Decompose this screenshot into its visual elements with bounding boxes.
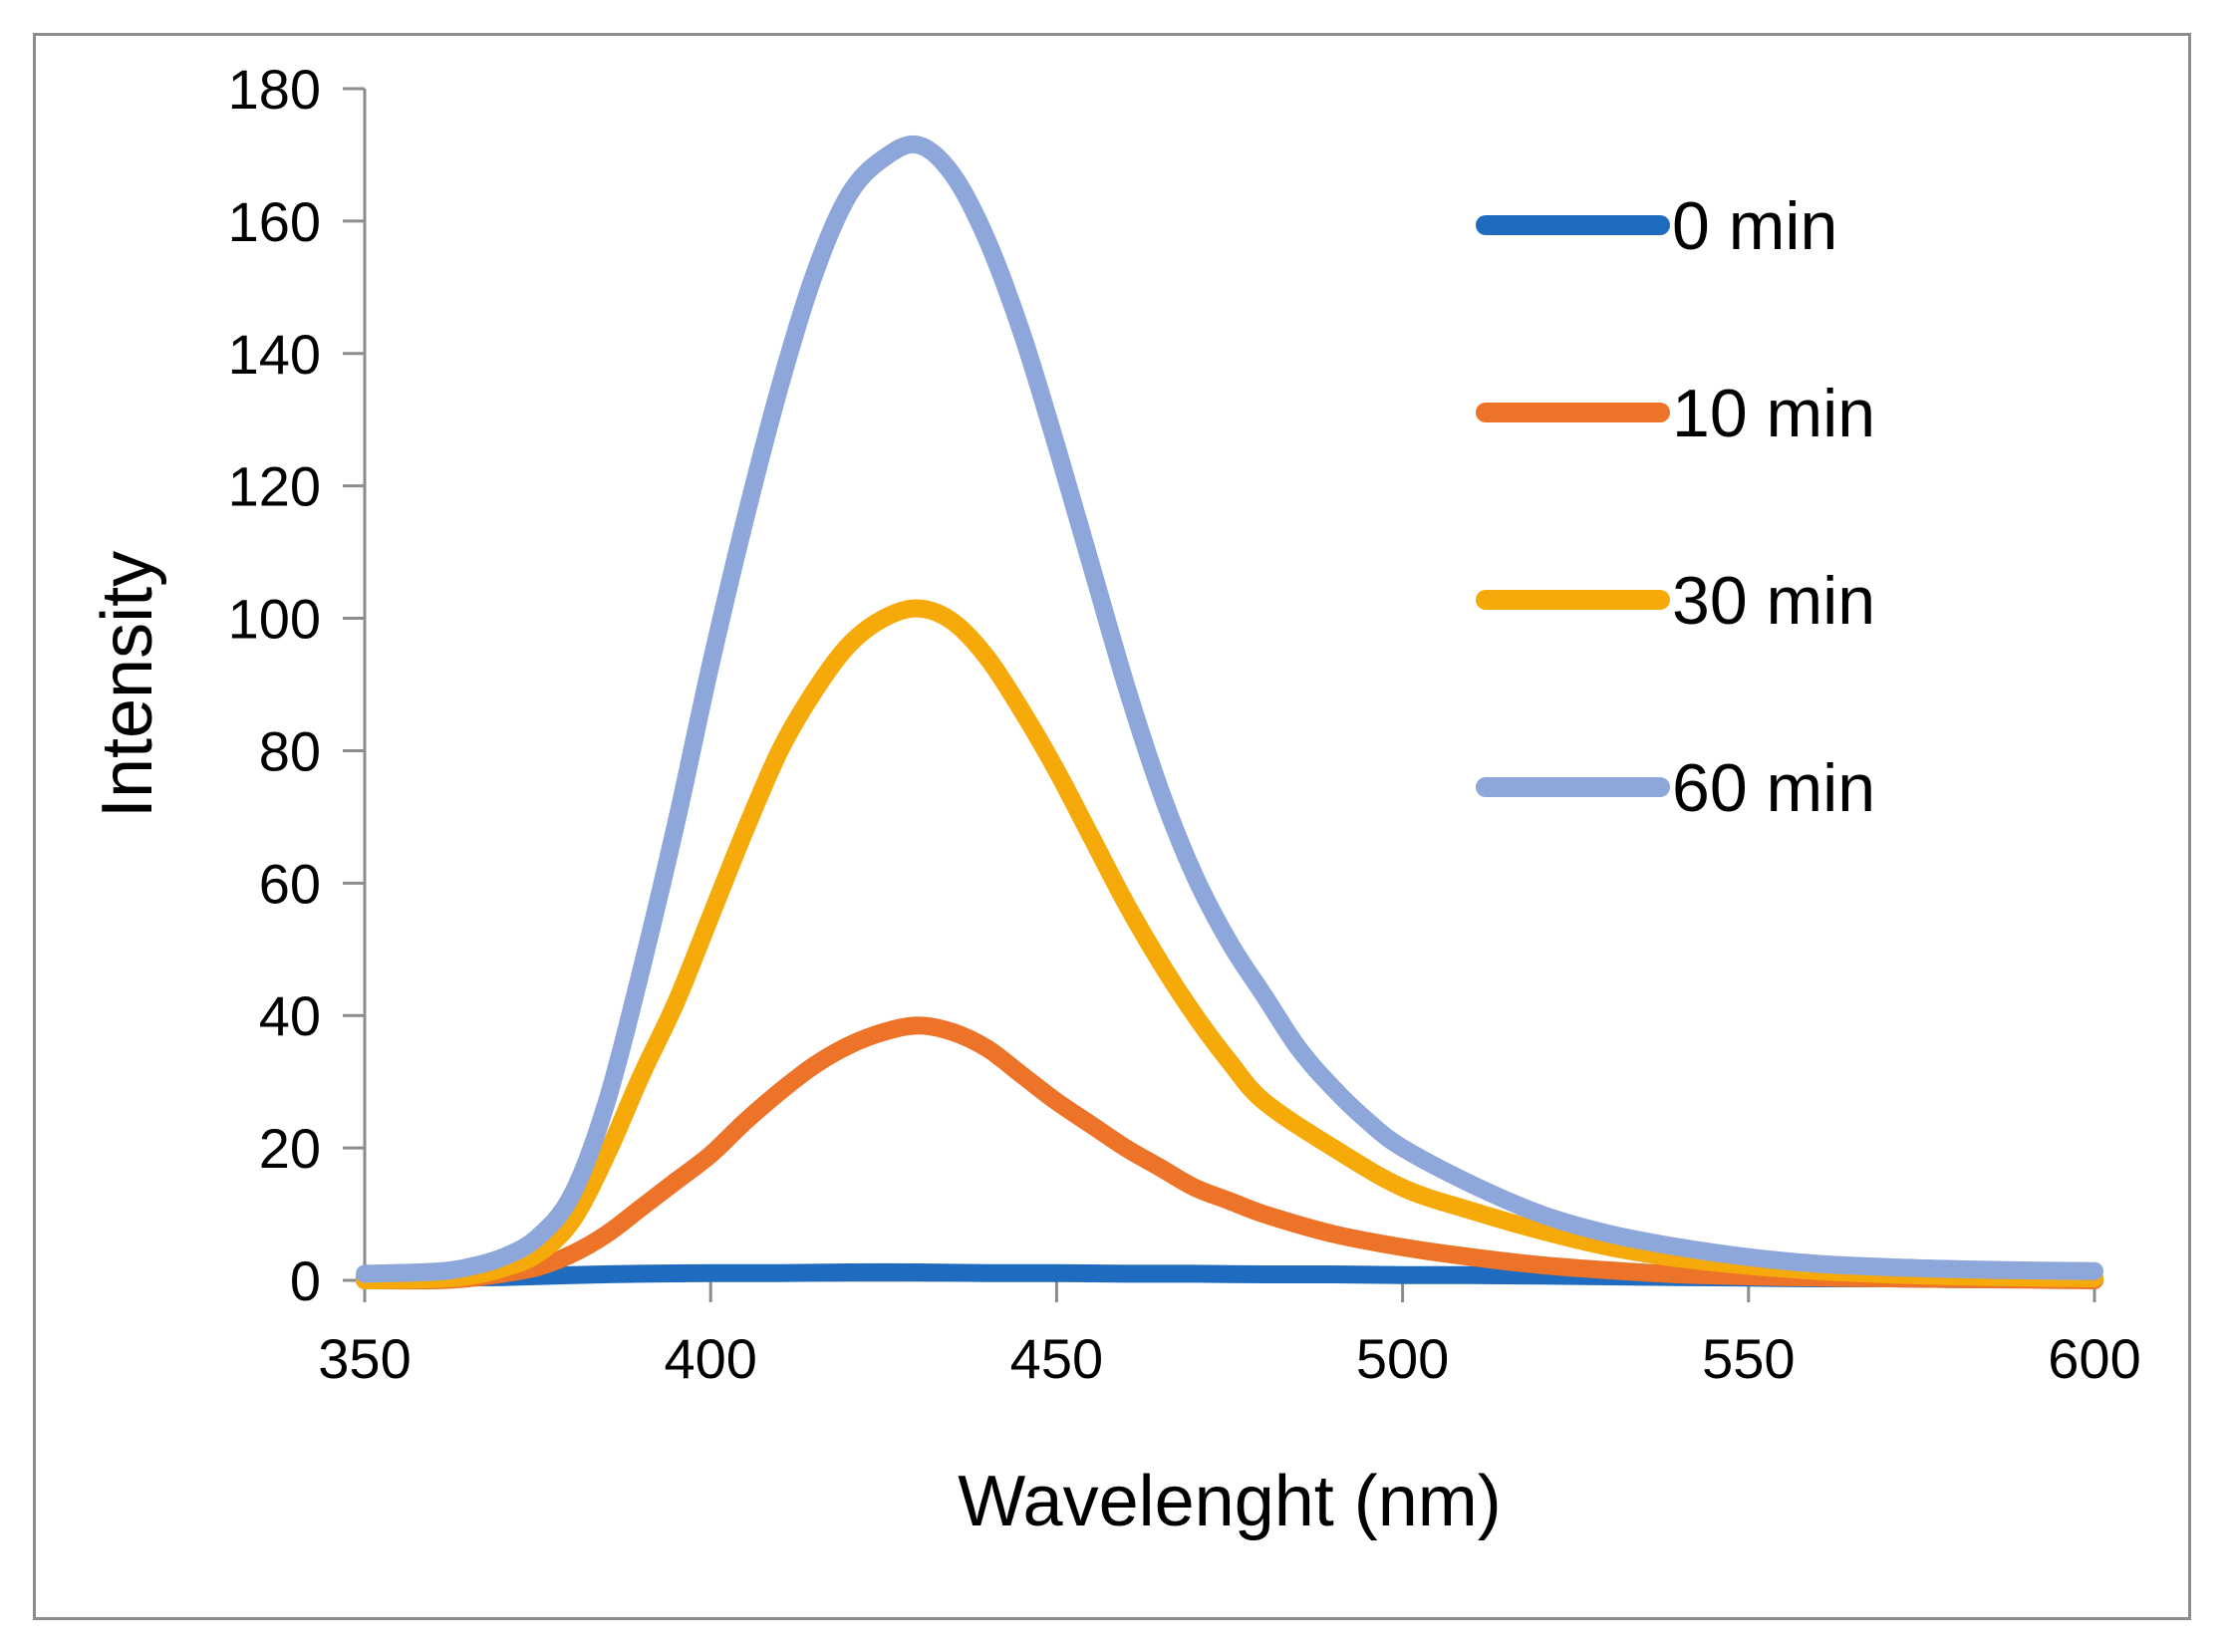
legend: 0 min 10 min 30 min 60 min [1476, 188, 1875, 826]
x-tick-label: 550 [1702, 1327, 1795, 1390]
y-tick-label: 0 [290, 1249, 321, 1312]
series-line-60-min [356, 135, 2103, 1283]
y-tick-label: 120 [228, 455, 321, 518]
y-tick-label: 60 [259, 852, 321, 915]
y-axis-ticks: 0 20 40 60 80 100 120 140 160 180 [228, 58, 365, 1312]
y-tick-label: 140 [228, 323, 321, 386]
y-tick-label: 20 [259, 1117, 321, 1180]
y-tick-label: 40 [259, 984, 321, 1047]
y-tick-label: 80 [259, 719, 321, 782]
y-tick-label: 100 [228, 588, 321, 651]
legend-label: 30 min [1672, 563, 1875, 639]
x-tick-label: 450 [1010, 1327, 1103, 1390]
y-tick-label: 160 [228, 190, 321, 253]
legend-label: 0 min [1672, 188, 1837, 264]
plot-area: 0 20 40 60 80 100 120 140 160 180 350 400 450 500 550… [228, 58, 2141, 1390]
y-axis-title: Intensity [88, 551, 167, 818]
series-lines [356, 135, 2103, 1290]
legend-label: 60 min [1672, 750, 1875, 826]
x-tick-label: 400 [664, 1327, 756, 1390]
x-tick-label: 600 [2048, 1327, 2140, 1390]
x-axis-ticks: 350 400 450 500 550 600 [318, 1280, 2141, 1390]
x-tick-label: 350 [318, 1327, 411, 1390]
line-chart: 0 20 40 60 80 100 120 140 160 180 350 400 450 500 550… [88, 58, 2141, 1541]
legend-label: 10 min [1672, 376, 1875, 451]
x-axis-title: Wavelenght (nm) [958, 1462, 1502, 1541]
series-line-30-min [356, 599, 2103, 1289]
chart-frame: 0 20 40 60 80 100 120 140 160 180 350 400 450 500 550… [33, 33, 2191, 1620]
series-line-10-min [356, 1016, 2103, 1290]
y-tick-label: 180 [228, 58, 321, 121]
x-tick-label: 500 [1356, 1327, 1449, 1390]
